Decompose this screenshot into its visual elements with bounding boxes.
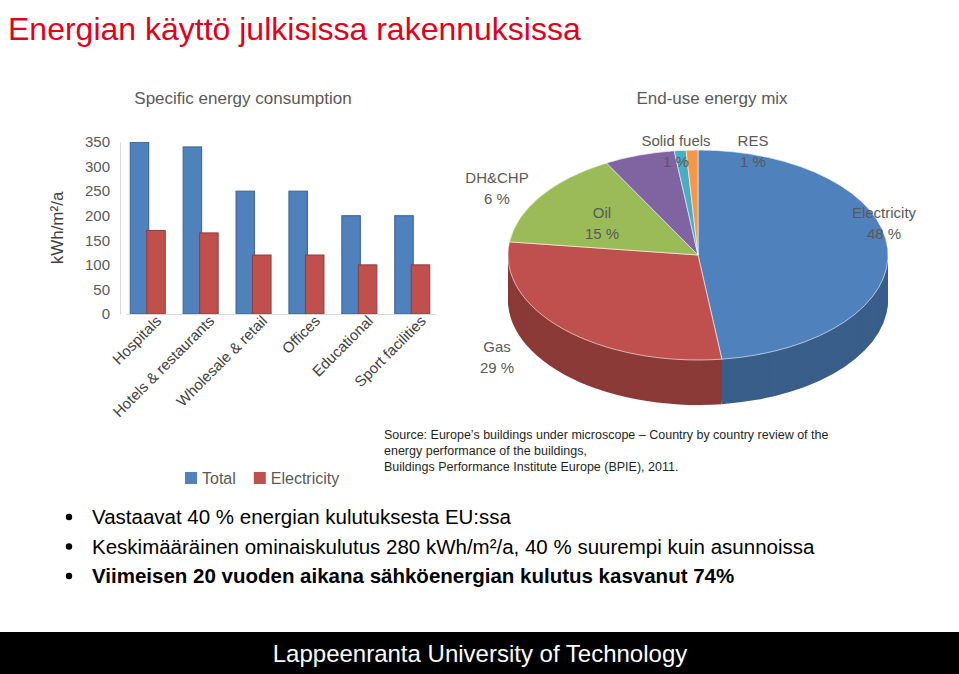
bar	[200, 233, 219, 314]
x-tick-label: Hotels & restaurants	[109, 312, 217, 420]
slice-depth	[508, 243, 722, 361]
footer-bar	[0, 632, 959, 674]
slice-category-label: Gas	[483, 338, 511, 355]
x-tick: Offices	[278, 312, 323, 357]
x-tick-label: Hospitals	[109, 312, 165, 368]
bar	[289, 191, 308, 314]
y-tick: 350	[85, 133, 120, 150]
y-tick: 150	[85, 232, 120, 249]
bullet-dot	[66, 514, 72, 520]
source-line: Source: Europe’s buildings under microsc…	[384, 428, 828, 442]
chart-title: Specific energy consumption	[134, 89, 351, 108]
slice-category-label: Oil	[593, 204, 611, 221]
y-tick: 300	[85, 158, 120, 175]
pie-depth-layer	[508, 151, 888, 361]
slice-value-label: 6 %	[484, 190, 510, 207]
y-tick-label: 250	[85, 182, 110, 199]
y-tick-label: 300	[85, 158, 110, 175]
legend-label: Total	[202, 470, 236, 487]
bars	[130, 142, 430, 314]
y-tick: 200	[85, 207, 120, 224]
y-tick-label: 0	[102, 305, 110, 322]
y-tick-label: 50	[93, 281, 110, 298]
bullet-dot	[66, 543, 72, 549]
x-tick-label: Sport facilities	[351, 312, 429, 390]
pie-depth	[508, 151, 888, 405]
legend-item: Electricity	[254, 470, 339, 487]
slide: Energian käyttö julkisissa rakennuksissa…	[0, 0, 959, 674]
bullet-dot	[66, 573, 72, 579]
x-axis: HospitalsHotels & restaurantsWholesale &…	[109, 312, 437, 420]
bar	[358, 265, 377, 314]
bar	[130, 142, 149, 314]
slice-depth	[698, 151, 888, 360]
bar-chart: Specific energy consumption kWh/m²/a 0 50 10…	[48, 89, 437, 487]
y-tick-label: 200	[85, 207, 110, 224]
y-axis-title: kWh/m²/a	[48, 191, 67, 264]
x-tick: Wholesale & retail	[173, 312, 271, 410]
bar	[183, 147, 202, 314]
y-axis: 0 50 100 150 200 250 300 350	[85, 133, 121, 322]
data-labels: Electricity 48 % Gas 29 % Oil 15 % DH&CHP 6 % So…	[465, 132, 916, 376]
y-tick: 50	[93, 281, 120, 298]
legend-label: Electricity	[271, 470, 339, 487]
slice-value-label: 1 %	[740, 153, 766, 170]
slide-title: Energian käyttö julkisissa rakennuksissa	[8, 11, 581, 47]
bullets: Vastaavat 40 % energian kulutuksesta EU:…	[66, 505, 815, 587]
slice	[606, 151, 698, 255]
slice-category-label: DH&CHP	[465, 169, 528, 186]
y-tick: 0	[102, 305, 120, 322]
slice-category-label: Electricity	[852, 204, 917, 221]
slice	[698, 150, 888, 359]
chart-title: End-use energy mix	[636, 89, 788, 108]
legend-swatch	[185, 472, 197, 484]
source-line: energy performance of the buildings,	[384, 444, 587, 458]
legend-item: Total	[185, 470, 236, 487]
y-tick-label: 350	[85, 133, 110, 150]
bar	[253, 255, 272, 314]
pie-chart: End-use energy mix Electricity 48 % Gas 29 %…	[465, 89, 916, 405]
slices	[508, 150, 888, 360]
legend: Total Electricity	[185, 470, 339, 487]
bar	[395, 216, 414, 314]
x-tick: Hospitals	[109, 312, 165, 368]
slice-value-label: 48 %	[867, 225, 901, 242]
legend-swatch	[254, 472, 266, 484]
footer-text: Lappeenranta University of Technology	[273, 640, 688, 667]
slice-value-label: 15 %	[585, 225, 619, 242]
x-tick: Hotels & restaurants	[109, 312, 217, 420]
y-tick: 250	[85, 182, 120, 199]
slice-value-label: 29 %	[480, 359, 514, 376]
bullet-text: Keskimääräinen ominaiskulutus 280 kWh/m²…	[92, 535, 815, 558]
bullet-text: Vastaavat 40 % energian kulutuksesta EU:…	[92, 505, 512, 528]
x-tick: Sport facilities	[351, 312, 429, 390]
slice-category-label: Solid fuels	[641, 132, 710, 149]
x-tick-label: Wholesale & retail	[173, 312, 271, 410]
slice-category-label: RES	[738, 132, 769, 149]
slice	[508, 242, 722, 360]
y-tick-label: 100	[85, 256, 110, 273]
bar	[411, 265, 430, 314]
source-line: Buildings Performance Institute Europe (…	[384, 460, 678, 474]
bar	[236, 191, 255, 314]
y-tick: 100	[85, 256, 120, 273]
footer: Lappeenranta University of Technology	[0, 632, 959, 674]
y-tick-label: 150	[85, 232, 110, 249]
x-axis-line	[127, 314, 437, 315]
bar	[305, 255, 324, 314]
slice-value-label: 1 %	[663, 153, 689, 170]
source: Source: Europe’s buildings under microsc…	[384, 428, 828, 474]
y-axis-line	[120, 143, 121, 315]
bar	[342, 216, 361, 314]
bullet-text: Viimeisen 20 vuoden aikana sähköenergian…	[92, 564, 734, 587]
x-tick-label: Offices	[278, 312, 323, 357]
bar	[147, 230, 166, 314]
